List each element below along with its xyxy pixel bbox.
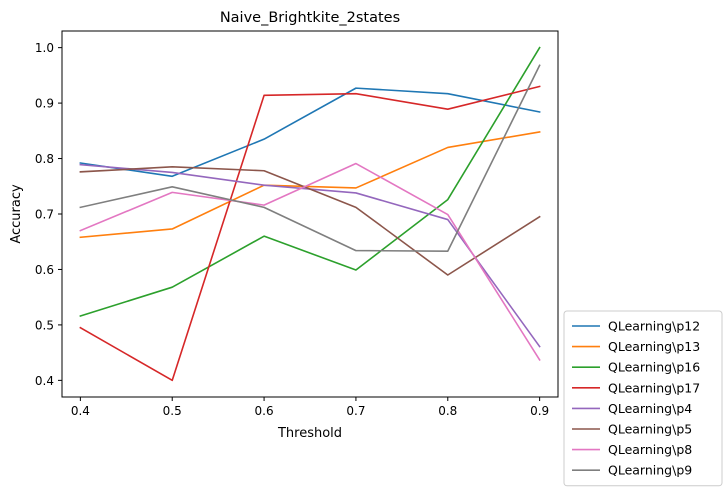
legend-box xyxy=(563,310,723,487)
legend: QLearning\p12 QLearning\p13 QLearning\p16 Q… xyxy=(563,310,723,487)
legend-label: QLearning\p4 xyxy=(608,401,692,416)
y-axis-label: Accuracy xyxy=(9,184,24,244)
legend-label: QLearning\p8 xyxy=(608,442,692,457)
x-axis: 0.4 0.5 0.6 0.7 0.8 0.9 xyxy=(71,397,549,418)
series-line-6 xyxy=(79,162,541,361)
x-tick-label: 0.4 xyxy=(71,404,90,418)
legend-label: QLearning\p9 xyxy=(608,463,692,478)
y-tick-label: 0.7 xyxy=(35,208,54,222)
y-tick-label: 0.6 xyxy=(35,263,54,277)
y-axis: 0.4 0.5 0.6 0.7 0.8 0.9 1.0 xyxy=(35,41,62,388)
legend-label: QLearning\p17 xyxy=(608,380,700,395)
y-tick-label: 0.4 xyxy=(35,374,54,388)
x-tick-label: 0.8 xyxy=(438,404,457,418)
y-tick-label: 1.0 xyxy=(35,41,54,55)
legend-label: QLearning\p5 xyxy=(608,422,692,437)
series-layer xyxy=(79,46,541,382)
x-tick-label: 0.9 xyxy=(530,404,549,418)
legend-label: QLearning\p16 xyxy=(608,360,700,375)
x-axis-label: Threshold xyxy=(277,426,342,441)
series-line-5 xyxy=(79,166,541,276)
y-tick-label: 0.9 xyxy=(35,97,54,111)
x-tick-label: 0.6 xyxy=(255,404,274,418)
series-line-2 xyxy=(79,46,541,318)
y-tick-label: 0.8 xyxy=(35,152,54,166)
y-tick-label: 0.5 xyxy=(35,318,54,332)
x-tick-label: 0.5 xyxy=(163,404,182,418)
legend-label: QLearning\p12 xyxy=(608,319,700,334)
legend-label: QLearning\p13 xyxy=(608,339,700,354)
series-line-3 xyxy=(79,85,541,382)
series-line-7 xyxy=(79,64,541,252)
plot-area-frame xyxy=(61,30,559,398)
chart-title: Naive_Brightkite_2states xyxy=(220,10,400,26)
series-line-0 xyxy=(79,87,541,178)
x-tick-label: 0.7 xyxy=(346,404,365,418)
series-line-1 xyxy=(79,131,541,239)
